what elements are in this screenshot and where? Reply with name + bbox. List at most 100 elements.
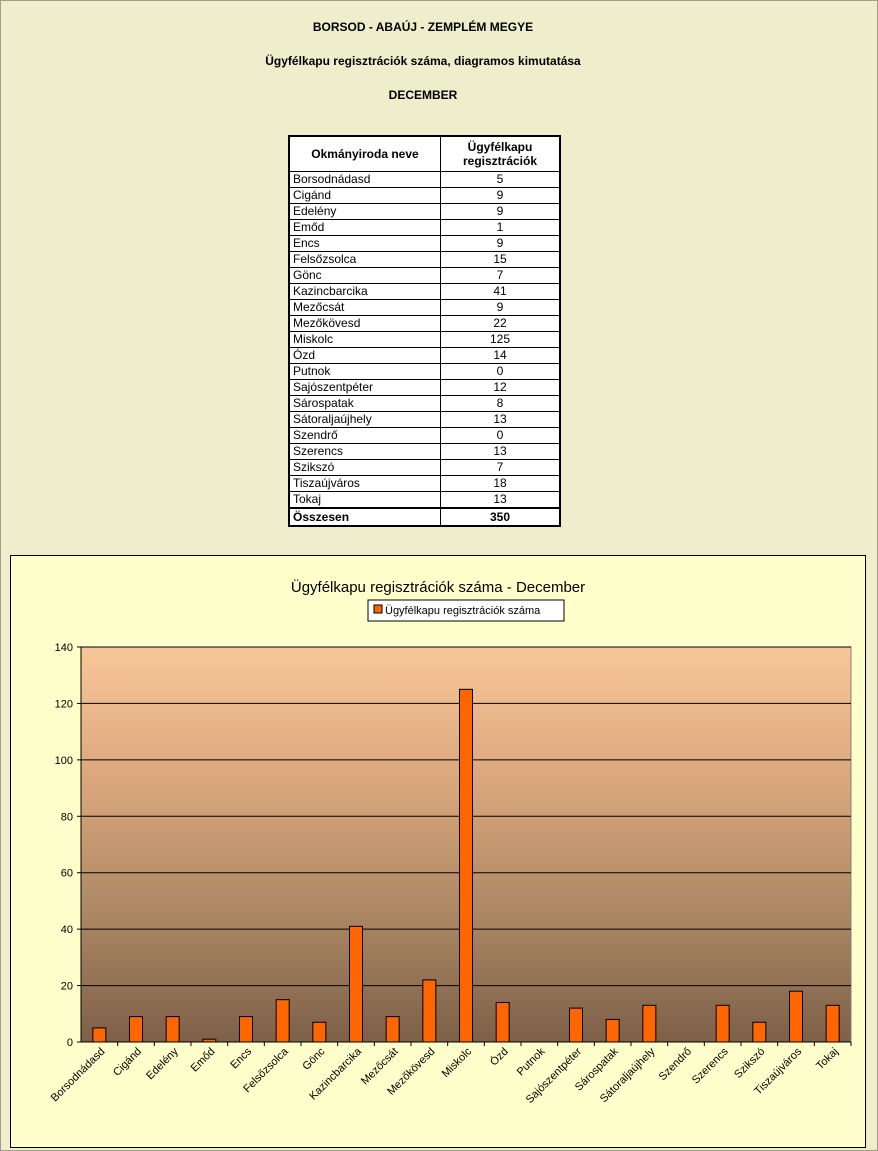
x-tick-label: Edelény — [144, 1045, 181, 1082]
bar — [752, 1021, 767, 1043]
table-row: Edelény 9 — [288, 203, 561, 220]
table-row: Mezőcsát 9 — [288, 299, 561, 316]
table-row: Borsodnádasd 5 — [288, 171, 561, 188]
registrations-header-line2: regisztrációk — [462, 154, 538, 168]
registrations-cell: 13 — [440, 443, 561, 460]
registrations-cell: 9 — [440, 187, 561, 204]
office-name-cell: Miskolc — [288, 331, 441, 348]
table-row: Szikszó 7 — [288, 459, 561, 476]
table-row: Miskolc 125 — [288, 331, 561, 348]
office-name-cell: Emőd — [288, 219, 441, 236]
x-tick-label: Tokaj — [814, 1046, 841, 1073]
table-header-row: Okmányiroda neve Ügyfélkapu regisztráció… — [288, 135, 561, 172]
total-row: Összesen 350 — [288, 507, 561, 527]
registrations-cell: 9 — [440, 299, 561, 316]
bar — [605, 1018, 620, 1043]
bar — [715, 1004, 730, 1043]
x-tick-label: Szikszó — [732, 1046, 767, 1081]
registrations-cell: 13 — [440, 411, 561, 428]
registrations-cell: 9 — [440, 203, 561, 220]
office-name-cell: Gönc — [288, 267, 441, 284]
table-body: Borsodnádasd 5 Cigánd 9 Edelény 9 Emőd 1 Encs 9 Fe… — [288, 171, 561, 509]
legend-swatch — [373, 604, 383, 614]
office-name-cell: Szendrő — [288, 427, 441, 444]
office-name-cell: Mezőcsát — [288, 299, 441, 316]
x-tick-label: Emőd — [189, 1046, 218, 1075]
office-name-cell: Encs — [288, 235, 441, 252]
table-row: Sátoraljaújhely 13 — [288, 411, 561, 428]
bar — [385, 1016, 400, 1043]
table-row: Sajószentpéter 12 — [288, 379, 561, 396]
x-tick-label: Borsodnádasd — [49, 1046, 108, 1105]
chart-title: Ügyfélkapu regisztrációk száma - Decembe… — [291, 578, 585, 596]
x-tick-label: Gönc — [300, 1045, 327, 1072]
x-tick-label: Szerencs — [690, 1045, 731, 1086]
bar — [165, 1016, 180, 1043]
chart-area: 0 20 40 60 80 100 120 140 Borsodnádasd Cigánd Edel… — [10, 555, 866, 1148]
y-tick-label: 120 — [55, 698, 73, 710]
table-row: Ózd 14 — [288, 347, 561, 364]
x-tick-label: Encs — [228, 1045, 254, 1071]
registrations-cell: 12 — [440, 379, 561, 396]
office-name-cell: Felsőzsolca — [288, 251, 441, 268]
bar — [642, 1004, 657, 1043]
office-name-cell: Kazincbarcika — [288, 283, 441, 300]
registrations-cell: 13 — [440, 491, 561, 509]
report-subtitle: Ügyfélkapu regisztrációk száma, diagramo… — [265, 54, 581, 68]
registrations-header: Ügyfélkapu regisztrációk — [440, 135, 561, 172]
bar-chart: 0 20 40 60 80 100 120 140 Borsodnádasd Cigánd Edel… — [49, 578, 852, 1106]
bar — [349, 925, 363, 1043]
office-name-cell: Tiszaújváros — [288, 475, 441, 492]
registrations-cell: 18 — [440, 475, 561, 492]
table-row: Sárospatak 8 — [288, 395, 561, 412]
bar — [312, 1021, 327, 1043]
table-row: Cigánd 9 — [288, 187, 561, 204]
registrations-header-line1: Ügyfélkapu — [467, 140, 533, 154]
county-title: BORSOD - ABAÚJ - ZEMPLÉM MEGYE — [312, 20, 534, 34]
office-name-cell: Borsodnádasd — [288, 171, 441, 188]
table-row: Encs 9 — [288, 235, 561, 252]
legend-label: Ügyfélkapu regisztrációk száma — [385, 605, 541, 617]
office-name-cell: Putnok — [288, 363, 441, 380]
bar — [789, 990, 803, 1043]
registrations-cell: 22 — [440, 315, 561, 332]
registrations-cell: 15 — [440, 251, 561, 268]
office-name-cell: Ózd — [288, 347, 441, 364]
office-name-cell: Sátoraljaújhely — [288, 411, 441, 428]
bar — [569, 1007, 583, 1043]
bar — [129, 1016, 143, 1043]
bar — [239, 1016, 253, 1043]
office-name-header: Okmányiroda neve — [288, 135, 441, 172]
office-name-cell: Szikszó — [288, 459, 441, 476]
registrations-cell: 7 — [440, 459, 561, 476]
office-name-cell: Cigánd — [288, 187, 441, 204]
total-label: Összesen — [288, 507, 441, 527]
table-row: Putnok 0 — [288, 363, 561, 380]
x-tick-label: Cigánd — [111, 1046, 144, 1079]
x-tick-label: Putnok — [515, 1045, 548, 1078]
y-tick-label: 100 — [55, 755, 73, 767]
office-name-cell: Szerencs — [288, 443, 441, 460]
y-tick-label: 60 — [61, 868, 73, 880]
registrations-cell: 9 — [440, 235, 561, 252]
registrations-cell: 7 — [440, 267, 561, 284]
table-row: Szerencs 13 — [288, 443, 561, 460]
month-title: DECEMBER — [388, 88, 458, 102]
registrations-cell: 8 — [440, 395, 561, 412]
y-tick-label: 20 — [61, 981, 73, 993]
table-row: Gönc 7 — [288, 267, 561, 284]
registrations-cell: 125 — [440, 331, 561, 348]
registrations-cell: 14 — [440, 347, 561, 364]
table-row: Tokaj 13 — [288, 491, 561, 509]
y-tick-label: 80 — [61, 811, 73, 823]
legend-box — [367, 599, 565, 622]
registrations-cell: 41 — [440, 283, 561, 300]
table-row: Mezőkövesd 22 — [288, 315, 561, 332]
office-name-cell: Sajószentpéter — [288, 379, 441, 396]
table-row: Tiszaújváros 18 — [288, 475, 561, 492]
bar — [275, 999, 290, 1043]
x-tick-label: Miskolc — [440, 1045, 475, 1080]
registrations-cell: 0 — [440, 363, 561, 380]
registrations-cell: 0 — [440, 427, 561, 444]
bar — [495, 1002, 510, 1043]
